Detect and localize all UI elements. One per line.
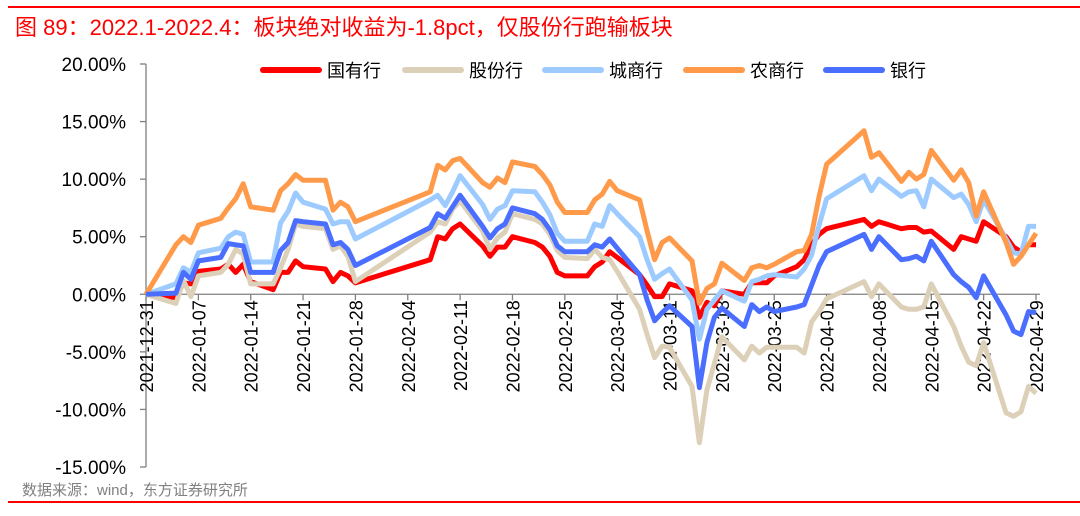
series-line-4 bbox=[145, 192, 1037, 391]
x-tick-label: 2022-01-28 bbox=[346, 300, 366, 392]
x-tick-label: 2022-01-21 bbox=[294, 300, 314, 392]
y-tick-label: 0.00% bbox=[72, 285, 126, 306]
top-rule bbox=[8, 6, 1080, 8]
y-tick-label: 15.00% bbox=[62, 113, 127, 134]
legend-label: 农商行 bbox=[750, 61, 804, 81]
x-tick-label: 2022-01-14 bbox=[242, 300, 262, 392]
y-axis: 20.00% 15.00% 10.00% 5.00% 0.00% -5.00% -10.00… bbox=[55, 55, 147, 479]
y-tick-label: -15.00% bbox=[55, 458, 126, 479]
y-tick-label: -10.00% bbox=[55, 400, 126, 421]
series-line-2 bbox=[145, 173, 1036, 342]
x-tick-label: 2022-02-11 bbox=[451, 300, 471, 391]
legend-item: 农商行 bbox=[683, 61, 804, 81]
x-tick-label: 2022-03-04 bbox=[608, 300, 628, 392]
legend-label: 股份行 bbox=[469, 61, 523, 81]
x-axis: 2021-12-31 2022-01-07 2022-01-14 2022-01-21… bbox=[137, 293, 1047, 392]
figure-title: 图 89：2022.1-2022.4：板块绝对收益为-1.8pct，仅股份行跑输… bbox=[15, 15, 673, 40]
y-tick-label: 5.00% bbox=[72, 228, 126, 249]
x-tick-label: 2022-04-01 bbox=[818, 300, 838, 392]
y-tick-label: 20.00% bbox=[62, 55, 127, 76]
x-tick-label: 2021-12-31 bbox=[137, 300, 157, 392]
x-tick-label: 2022-04-29 bbox=[1027, 300, 1047, 392]
x-tick-label: 2022-04-15 bbox=[922, 300, 942, 392]
legend-label: 银行 bbox=[890, 61, 926, 81]
series-lines bbox=[143, 128, 1039, 446]
y-tick-label: 10.00% bbox=[62, 170, 127, 191]
x-tick-label: 2022-04-08 bbox=[870, 300, 890, 392]
x-tick-label: 2022-02-25 bbox=[556, 300, 576, 392]
legend-item: 股份行 bbox=[402, 61, 523, 81]
x-tick-label: 2022-01-07 bbox=[189, 300, 209, 392]
x-tick-label: 2022-02-04 bbox=[399, 300, 419, 392]
legend-label: 城商行 bbox=[609, 61, 663, 81]
legend-item: 国有行 bbox=[260, 61, 381, 81]
series-line-3 bbox=[143, 128, 1039, 306]
bottom-rule bbox=[8, 501, 1080, 503]
legend: 国有行 股份行 城商行 农商行 银行 bbox=[260, 61, 926, 81]
x-tick-label: 2022-02-18 bbox=[503, 300, 523, 392]
series-line-0 bbox=[145, 216, 1036, 320]
legend-item: 银行 bbox=[823, 61, 926, 81]
legend-item: 城商行 bbox=[542, 61, 663, 81]
x-tick-label: 2022-03-18 bbox=[713, 300, 733, 392]
source-note: 数据来源：wind，东方证券研究所 bbox=[22, 479, 252, 500]
y-tick-label: -5.00% bbox=[66, 343, 126, 364]
legend-label: 国有行 bbox=[327, 61, 381, 81]
